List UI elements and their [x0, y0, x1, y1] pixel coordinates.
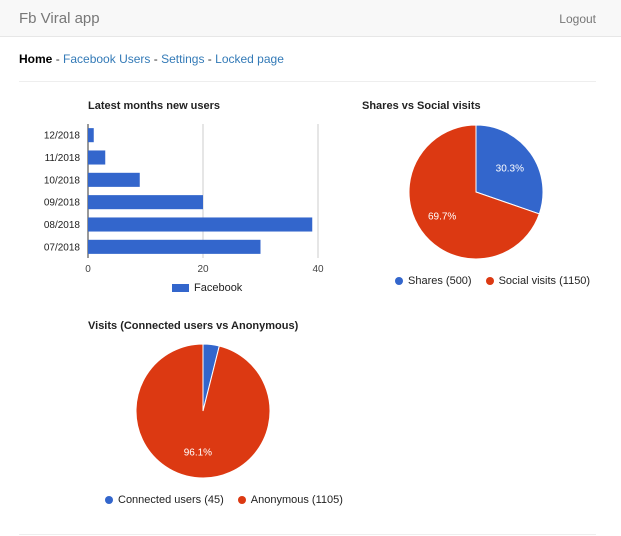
pie-slice-label: 96.1%: [184, 448, 212, 459]
shares-pie-title: Shares vs Social visits: [362, 100, 481, 112]
breadcrumb-separator: -: [153, 52, 158, 66]
legend-item-facebook[interactable]: Facebook: [172, 282, 242, 294]
bar[interactable]: [88, 239, 261, 254]
logout-link[interactable]: Logout: [559, 12, 596, 26]
y-tick-label: 12/2018: [44, 131, 81, 142]
x-tick-label: 20: [197, 264, 209, 275]
x-tick-label: 0: [85, 264, 91, 275]
breadcrumb-home: Home: [19, 52, 53, 66]
pie-slice-label: 30.3%: [496, 163, 524, 174]
navbar: Fb Viral app Logout: [0, 0, 621, 37]
legend-label: Anonymous (1105): [250, 494, 343, 506]
pie-slice[interactable]: [135, 343, 271, 479]
nav-link-settings[interactable]: Settings: [161, 52, 205, 66]
visits-pie-legend: Connected users (45) Anonymous (1105): [105, 494, 357, 506]
legend-dot: [485, 277, 494, 285]
y-tick-label: 07/2018: [44, 242, 81, 253]
legend-item-connected-users[interactable]: Connected users (45): [105, 494, 224, 506]
divider: [19, 81, 596, 82]
pie-slice-label: 69.7%: [428, 212, 456, 223]
legend-label: Connected users (45): [118, 494, 224, 506]
nav-link-facebook-users[interactable]: Facebook Users: [63, 52, 151, 66]
bar-chart: 0 20 40 12/2018 11/2018 10/2018 09/2018 08/2018…: [44, 124, 324, 275]
brand-link[interactable]: Fb Viral app: [19, 10, 100, 27]
legend-dot: [105, 496, 113, 504]
shares-pie-legend: Shares (500) Social visits (1150): [395, 275, 604, 287]
legend-dot: [237, 496, 246, 504]
bar[interactable]: [88, 217, 313, 232]
bar-chart-title: Latest months new users: [88, 100, 221, 112]
pie-slice[interactable]: [408, 124, 540, 260]
legend-item-anonymous[interactable]: Anonymous (1105): [237, 494, 343, 506]
x-tick-label: 40: [312, 264, 324, 275]
legend-item-shares[interactable]: Shares (500): [395, 275, 472, 287]
bar[interactable]: [88, 195, 203, 210]
breadcrumb: Home - Facebook Users - Settings - Locke…: [19, 52, 284, 66]
shares-pie-chart: 30.3% 69.7%: [408, 124, 544, 260]
y-tick-label: 08/2018: [44, 220, 81, 231]
y-tick-label: 10/2018: [44, 175, 81, 186]
visits-pie-title: Visits (Connected users vs Anonymous): [88, 320, 299, 332]
legend-swatch: [172, 284, 189, 292]
bar[interactable]: [88, 172, 140, 187]
legend-dot: [395, 277, 403, 285]
visits-pie-chart: 96.1%: [135, 343, 271, 479]
breadcrumb-separator: -: [55, 52, 60, 66]
legend-label: Social visits (1150): [498, 275, 591, 287]
legend-label: Facebook: [194, 282, 243, 294]
bar[interactable]: [88, 128, 94, 143]
nav-link-locked-page[interactable]: Locked page: [215, 52, 284, 66]
y-tick-label: 11/2018: [45, 153, 81, 164]
breadcrumb-separator: -: [207, 52, 212, 66]
legend-label: Shares (500): [408, 275, 472, 287]
y-tick-label: 09/2018: [44, 198, 81, 209]
pie-slice[interactable]: [475, 124, 544, 215]
bar[interactable]: [88, 150, 106, 165]
legend-item-social-visits[interactable]: Social visits (1150): [485, 275, 591, 287]
divider: [19, 534, 596, 535]
bar-chart-legend: Facebook: [172, 282, 256, 294]
